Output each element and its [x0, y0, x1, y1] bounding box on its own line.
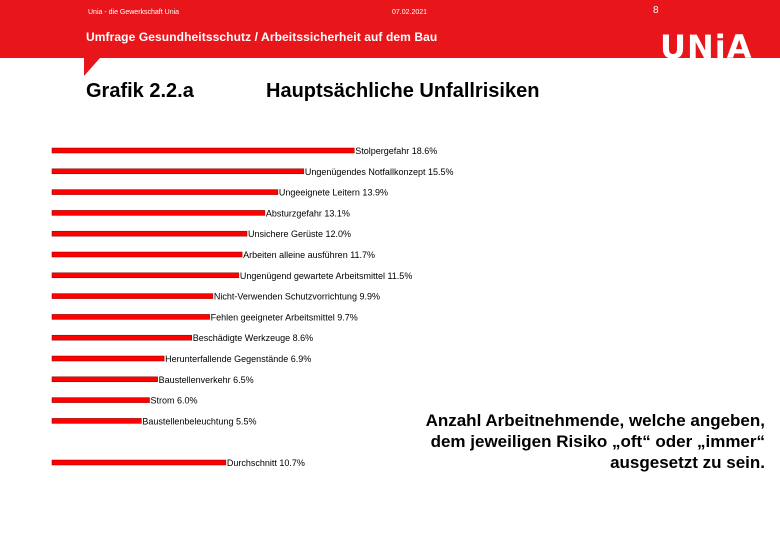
bar-4	[51, 230, 248, 237]
page-number: 8	[653, 5, 659, 16]
header-title: Umfrage Gesundheitsschutz / Arbeitssiche…	[86, 30, 438, 44]
bar-6	[51, 272, 240, 279]
header-band	[0, 0, 780, 78]
bar-14	[51, 459, 227, 466]
bar-label-9: Beschädigte Werkzeuge 8.6%	[193, 333, 313, 343]
bar-label-13: Baustellenbeleuchtung 5.5%	[142, 416, 256, 426]
bar-label-10: Herunterfallende Gegenstände 6.9%	[165, 354, 311, 364]
chart-title: Hauptsächliche Unfallrisiken	[266, 80, 540, 102]
bar-label-0: Stolpergefahr 18.6%	[355, 146, 437, 156]
bar-11	[51, 376, 158, 383]
bar-label-12: Strom 6.0%	[151, 396, 198, 406]
bar-label-3: Absturzgefahr 13.1%	[266, 208, 350, 218]
bar-label-11: Baustellenverkehr 6.5%	[159, 375, 254, 385]
header-date: 07.02.2021	[392, 9, 428, 16]
bar-10	[51, 355, 165, 362]
bar-label-7: Nicht-Verwenden Schutzvorrichtung 9.9%	[214, 292, 380, 302]
bar-9	[51, 334, 192, 341]
org-name: Unia - die Gewerkschaft Unia	[88, 9, 180, 16]
bar-label-5: Arbeiten alleine ausführen 11.7%	[243, 250, 375, 260]
bar-12	[51, 397, 150, 403]
bar-label-1: Ungenügendes Notfallkonzept 15.5%	[305, 167, 454, 177]
bar-label-2: Ungeeignete Leitern 13.9%	[279, 188, 388, 198]
bar-label-4: Unsichere Gerüste 12.0%	[248, 229, 351, 239]
bar-label-8: Fehlen geeigneter Arbeitsmittel 9.7%	[211, 312, 358, 322]
figure-label: Grafik 2.2.a	[86, 80, 194, 102]
header-background	[0, 0, 780, 76]
bar-3	[51, 210, 266, 216]
bar-7	[51, 293, 214, 299]
bar-8	[51, 314, 210, 320]
bar-2	[51, 189, 279, 195]
bar-0	[51, 147, 355, 154]
bar-label-14: Durchschnitt 10.7%	[227, 458, 305, 468]
bar-5	[51, 251, 243, 258]
chart-note: Anzahl Arbeitnehmende, welche angeben, d…	[425, 411, 765, 472]
bar-label-6: Ungenügend gewartete Arbeitsmittel 11.5%	[240, 271, 412, 281]
bar-1	[51, 168, 305, 175]
bar-13	[51, 418, 142, 424]
unia-logo: UNiA	[660, 28, 753, 66]
